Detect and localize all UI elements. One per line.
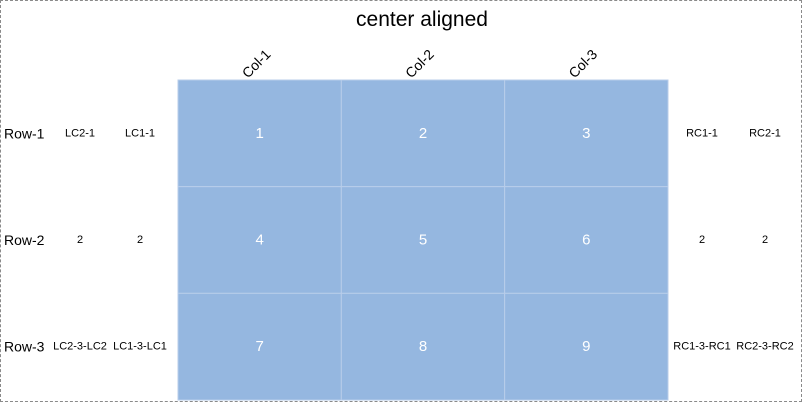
heatmap-cell	[340, 79, 506, 188]
right-side-labels: RC1-1 RC2-1 2 2 RC1-3-RC1 RC2-3-RC2	[673, 127, 793, 352]
column-label: Col-3	[565, 46, 600, 81]
left-side-label: LC2-3-LC2	[53, 341, 107, 353]
cell-value-label: 2	[419, 125, 427, 142]
cell-value-label: 3	[582, 125, 590, 142]
heatmap-cell	[340, 292, 506, 401]
heatmap-cell	[504, 79, 669, 188]
cell-value-label: 1	[255, 125, 263, 142]
right-side-label: RC2-1	[749, 127, 781, 139]
left-side-label: 2	[137, 234, 143, 246]
cell-value-label: 7	[255, 338, 263, 355]
heatmap-cell	[504, 292, 669, 401]
heatmap-cell	[504, 186, 669, 294]
column-labels: Col-1 Col-2 Col-3	[239, 46, 601, 81]
heatmap-cell	[177, 186, 342, 294]
left-side-labels: LC2-1 LC1-1 2 2 LC2-3-LC2 LC1-3-LC1	[53, 127, 167, 352]
right-side-label: RC1-3-RC1	[673, 341, 730, 353]
right-side-label: RC2-3-RC2	[736, 341, 793, 353]
heatmap-grid: 1 2 3 4 5 6 7 8 9	[177, 79, 669, 401]
left-side-label: LC1-3-LC1	[113, 341, 167, 353]
row-label: Row-3	[4, 339, 45, 355]
row-label: Row-1	[4, 125, 45, 141]
right-side-label: 2	[762, 234, 768, 246]
cell-value-label: 6	[582, 232, 590, 249]
cell-value-label: 4	[255, 232, 263, 249]
chart-title: center aligned	[356, 8, 488, 31]
left-side-label: LC1-1	[125, 127, 155, 139]
heatmap-cell	[177, 292, 342, 401]
row-label: Row-2	[4, 232, 45, 248]
cell-value-label: 8	[419, 338, 427, 355]
heatmap-cell	[340, 186, 506, 294]
right-side-label: 2	[699, 234, 705, 246]
column-label: Col-2	[402, 46, 437, 81]
heatmap-cell	[177, 79, 342, 188]
right-side-label: RC1-1	[686, 127, 718, 139]
column-label: Col-1	[239, 46, 274, 81]
cell-value-label: 5	[419, 232, 427, 249]
cell-value-label: 9	[582, 338, 590, 355]
left-side-label: 2	[77, 234, 83, 246]
left-side-label: LC2-1	[65, 127, 95, 139]
row-labels: Row-1 Row-2 Row-3	[4, 125, 45, 354]
